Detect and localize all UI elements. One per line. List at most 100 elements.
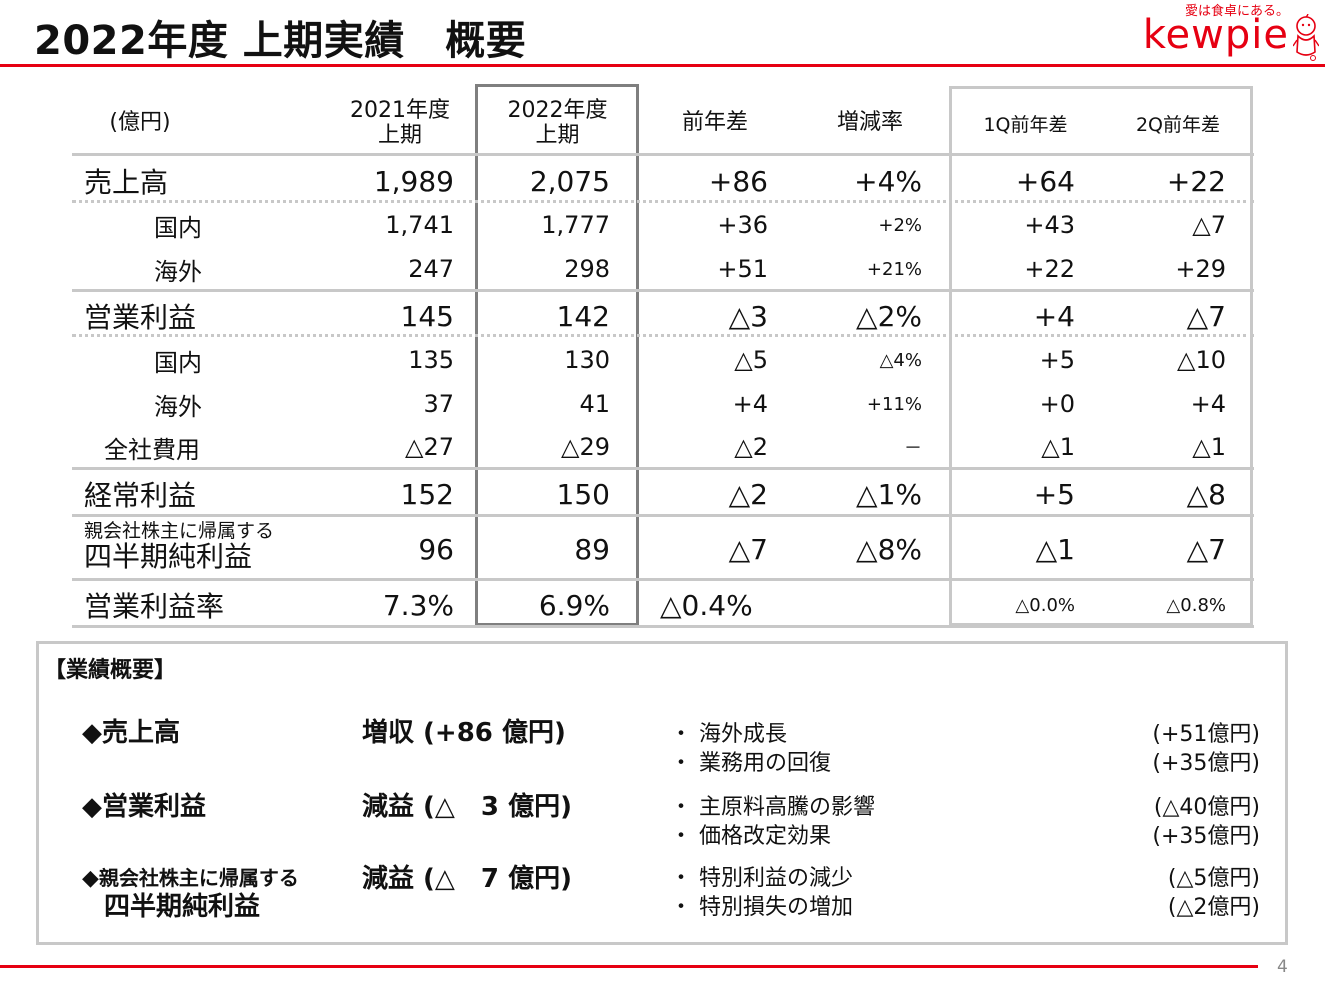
summary-amount: (△2億円) [1167,895,1260,920]
cell-q2: △7 [1192,211,1226,239]
cell-q2: +4 [1190,390,1226,418]
cell-fy2021: 96 [418,532,454,566]
table-divider [72,514,1254,517]
header-q2: 2Q前年差 [1135,113,1221,136]
quarter-columns-box [949,86,1253,626]
summary-heading: 【業績概要】 [44,658,177,683]
cell-fy2021: 135 [408,346,454,374]
summary-item-title: ◆売上高 [82,712,180,749]
cell-yoy: △7 [728,532,768,566]
table-divider [72,625,1254,628]
summary-item-qualifier: 親会社株主に帰属する [98,866,299,890]
row-label: 四半期純利益 [84,540,253,574]
row-label: 海外 [154,257,202,286]
row-label: 海外 [154,392,202,421]
row-label-net-income: 親会社株主に帰属する 四半期純利益 [84,518,324,576]
summary-bullet: ・ 特別損失の増加 [670,895,853,920]
summary-bullet: ・ 特別利益の減少 [670,866,853,891]
cell-fy2022: 2,075 [529,164,610,198]
cell-q1: +5 [1033,477,1075,511]
cell-fy2021: 7.3% [382,588,454,622]
summary-amount: (+35億円) [1152,824,1260,849]
cell-q1: +4 [1033,299,1075,333]
cell-q1: +5 [1039,346,1075,374]
table-divider [72,578,1254,581]
table-divider [72,334,1254,337]
summary-amount: (△40億円) [1153,795,1260,820]
cell-fy2022: 89 [574,532,610,566]
cell-yoy: +36 [717,211,768,239]
header-rate: 増減率 [836,110,903,136]
cell-q2: △10 [1177,346,1226,374]
table-divider [72,200,1254,203]
cell-yoy: +51 [717,255,768,283]
cell-fy2021: 247 [408,255,454,283]
table-divider [72,467,1254,470]
cell-q1: +0 [1039,390,1075,418]
cell-yoy: △0.4% [660,588,753,622]
cell-q2: △1 [1192,433,1226,461]
cell-fy2021: 152 [400,477,454,511]
cell-rate: △4% [879,349,922,371]
diamond-bullet-icon: ◆ [82,866,99,891]
summary-item-title: ◆親会社株主に帰属する [82,862,299,891]
row-label: 国内 [154,348,202,377]
kewpie-doll-icon [1293,14,1319,61]
cell-yoy: △2 [734,433,768,461]
cell-q2: △7 [1186,532,1226,566]
cell-fy2021: 37 [423,390,454,418]
cell-fy2022: △29 [561,433,610,461]
cell-fy2022: 1,777 [541,211,610,239]
header-fy2022: 2022年度 上期 [485,88,630,158]
cell-fy2022: 6.9% [538,588,610,622]
cell-rate: +4% [854,164,922,198]
summary-bullet: ・ 海外成長 [670,722,787,747]
cell-q1: △1 [1041,433,1075,461]
header-q1: 1Q前年差 [983,113,1068,136]
cell-q1: +64 [1015,164,1075,198]
summary-amount: (△5億円) [1167,866,1260,891]
cell-q2: △0.8% [1166,594,1226,616]
cell-rate: △2% [856,299,922,333]
cell-q1: +22 [1024,255,1075,283]
header-fy2021-year: 2021年度 [350,97,450,123]
summary-box [36,641,1288,945]
cell-q1: △0.0% [1015,594,1075,616]
cell-rate: +2% [878,214,922,236]
cell-rate: △8% [856,532,922,566]
row-label-qualifier: 親会社株主に帰属する [84,520,275,543]
cell-yoy: △2 [728,477,768,511]
table-divider [72,153,1254,156]
summary-item-result: 減益 (△ 7 億円) [362,864,572,894]
cell-fy2022: 142 [556,299,610,333]
title-divider [0,64,1325,67]
logo-wordmark: kewpie [1142,12,1289,58]
row-label: 国内 [154,213,202,242]
header-yoy: 前年差 [681,110,748,136]
summary-item-title: ◆営業利益 [82,786,206,823]
cell-q1: △1 [1035,532,1075,566]
cell-fy2021: 145 [400,299,454,333]
summary-amount: (+51億円) [1152,722,1260,747]
diamond-bullet-icon: ◆ [82,718,102,748]
table-divider [72,289,1254,292]
summary-bullet: ・ 価格改定効果 [670,824,831,849]
summary-item-label: 営業利益 [102,792,207,822]
cell-yoy: +86 [708,164,768,198]
summary-item-label: 四半期純利益 [104,892,261,922]
cell-yoy: △5 [734,346,768,374]
row-label: 全社費用 [104,435,200,464]
summary-item-result: 減益 (△ 3 億円) [362,792,572,822]
cell-rate: △1% [856,477,922,511]
cell-fy2022: 130 [564,346,610,374]
cell-q2: △8 [1186,477,1226,511]
cell-fy2021: 1,741 [385,211,454,239]
header-fy2021-half: 上期 [377,123,422,148]
row-label: 経常利益 [84,479,197,512]
row-label: 売上高 [84,166,169,199]
cell-yoy: △3 [728,299,768,333]
cell-rate: +21% [866,258,922,280]
cell-fy2021: △27 [405,433,454,461]
header-fy2021: 2021年度 上期 [330,88,470,158]
cell-q1: +43 [1024,211,1075,239]
